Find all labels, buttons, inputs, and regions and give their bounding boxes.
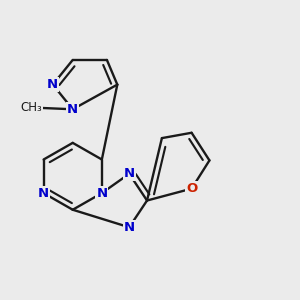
Text: CH₃: CH₃: [20, 101, 42, 114]
Text: N: N: [96, 187, 107, 200]
Text: N: N: [38, 187, 49, 200]
Text: O: O: [186, 182, 197, 195]
Text: N: N: [124, 221, 135, 234]
Text: N: N: [67, 103, 78, 116]
Text: N: N: [47, 78, 58, 91]
Text: N: N: [124, 167, 135, 180]
